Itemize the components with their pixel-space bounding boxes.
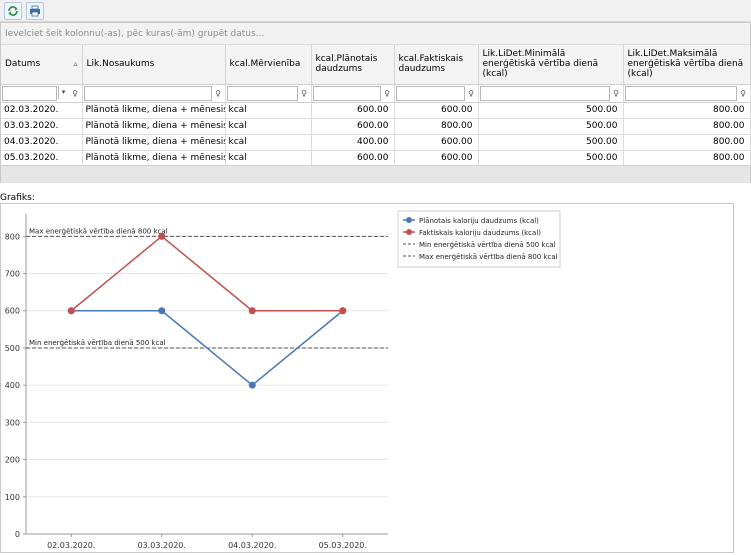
constant-line-label: Min enerģētiskā vērtība dienā 500 kcal xyxy=(29,339,166,347)
x-tick-label: 02.03.2020. xyxy=(47,541,95,550)
filter-icon[interactable]: ♀ xyxy=(301,88,307,98)
cell-minimala: 500.00 xyxy=(478,134,624,151)
filter-row: ▾ ♀ ♀ ♀ ♀ ♀ ♀ ♀ xyxy=(1,84,751,103)
cell-minimala: 500.00 xyxy=(478,150,624,167)
legend-label: Max enerģētiskā vērtība dienā 800 kcal xyxy=(419,253,558,261)
data-point xyxy=(248,307,256,315)
cell-faktiskais: 800.00 xyxy=(394,118,479,135)
y-tick-label: 300 xyxy=(5,418,20,427)
y-tick-label: 100 xyxy=(5,493,20,502)
constant-line-label: Max enerģētiskā vērtība dienā 800 kcal xyxy=(29,227,168,235)
cell-nosaukums: Plānotā likme, diena + mēnesis xyxy=(82,134,226,151)
legend-swatch-marker xyxy=(406,229,412,235)
x-tick-label: 04.03.2020. xyxy=(228,541,276,550)
cell-nosaukums: Plānotā likme, diena + mēnesis xyxy=(82,102,226,119)
cell-datums: 02.03.2020. xyxy=(1,102,83,119)
cell-minimala: 500.00 xyxy=(478,118,624,135)
y-tick-label: 500 xyxy=(5,344,20,353)
cell-faktiskais: 600.00 xyxy=(394,150,479,167)
filter-input[interactable] xyxy=(624,85,737,101)
cell-nosaukums: Plānotā likme, diena + mēnesis xyxy=(82,118,226,135)
cell-mervieniba: kcal xyxy=(225,150,312,167)
refresh-icon xyxy=(8,6,18,16)
data-point xyxy=(158,307,166,315)
y-tick-label: 600 xyxy=(5,307,20,316)
series-line xyxy=(71,309,344,387)
cell-datums: 03.03.2020. xyxy=(1,118,83,135)
chart-svg: 0 100 200 300 400 500 600 700 800 02.03.2020. 03.0… xyxy=(5,210,561,550)
filter-icon[interactable]: ♀ xyxy=(215,88,221,98)
line-chart: 0 100 200 300 400 500 600 700 800 02.03.2020. 03.0… xyxy=(0,203,734,553)
filter-icon[interactable]: ♀ xyxy=(740,88,746,98)
cell-maksimala: 800.00 xyxy=(623,134,751,151)
column-header-label: Datums xyxy=(5,59,41,70)
cell-mervieniba: kcal xyxy=(225,102,312,119)
filter-input[interactable] xyxy=(479,85,610,101)
column-header-minimala[interactable]: Lik.LiDet.Minimālā enerģētiskā vērtība d… xyxy=(478,45,624,85)
toolbar xyxy=(0,0,751,22)
print-icon xyxy=(30,5,40,17)
filter-input[interactable] xyxy=(83,85,212,101)
legend-swatch-marker xyxy=(406,217,412,223)
dropdown-arrow-icon[interactable]: ▾ xyxy=(57,85,69,99)
data-grid: Ievelciet šeit kolonnu(-as), pēc kuras(-… xyxy=(0,22,751,183)
group-by-panel[interactable]: Ievelciet šeit kolonnu(-as), pēc kuras(-… xyxy=(1,23,750,45)
filter-input[interactable] xyxy=(312,85,381,101)
chart-section-label: Grafiks: xyxy=(0,193,35,203)
series-line xyxy=(70,235,343,312)
sort-asc-icon: ▵ xyxy=(73,59,78,69)
data-point xyxy=(248,381,256,389)
y-tick-label: 0 xyxy=(15,530,20,539)
cell-datums: 05.03.2020. xyxy=(1,150,83,167)
filter-icon[interactable]: ♀ xyxy=(384,88,390,98)
x-tick-label: 03.03.2020. xyxy=(138,541,186,550)
filter-input[interactable] xyxy=(2,85,57,101)
y-tick-label: 200 xyxy=(5,456,20,465)
cell-planotais: 600.00 xyxy=(311,118,395,135)
y-tick-label: 400 xyxy=(5,381,20,390)
y-tick-label: 700 xyxy=(5,270,20,279)
legend-box xyxy=(397,210,561,268)
filter-input[interactable] xyxy=(395,85,465,101)
cell-datums: 04.03.2020. xyxy=(1,134,83,151)
cell-planotais: 600.00 xyxy=(311,102,395,119)
cell-nosaukums: Plānotā likme, diena + mēnesis xyxy=(82,150,226,167)
data-point xyxy=(339,307,347,315)
cell-faktiskais: 600.00 xyxy=(394,102,479,119)
column-header-nosaukums[interactable]: Lik.Nosaukums xyxy=(82,45,226,85)
table-row[interactable]: 02.03.2020. Plānotā likme, diena + mēnes… xyxy=(1,102,751,119)
filter-icon[interactable]: ♀ xyxy=(468,88,474,98)
y-tick-label: 800 xyxy=(5,232,20,241)
column-header-maksimala[interactable]: Lik.LiDet.Maksimālā enerģētiskā vērtība … xyxy=(623,45,751,85)
cell-minimala: 500.00 xyxy=(478,102,624,119)
column-header-mervieniba[interactable]: kcal.Mērvienība xyxy=(225,45,312,85)
cell-maksimala: 800.00 xyxy=(623,150,751,167)
cell-mervieniba: kcal xyxy=(225,118,312,135)
legend-label: Plānotais kaloriju daudzums (kcal) xyxy=(419,217,539,225)
x-tick-label: 05.03.2020. xyxy=(319,541,367,550)
data-point xyxy=(67,307,75,315)
filter-input[interactable] xyxy=(226,85,298,101)
legend-label: Faktiskais kaloriju daudzums (kcal) xyxy=(419,229,541,237)
filter-icon[interactable]: ♀ xyxy=(613,88,619,98)
cell-maksimala: 800.00 xyxy=(623,118,751,135)
cell-maksimala: 800.00 xyxy=(623,102,751,119)
print-button[interactable] xyxy=(26,2,44,20)
cell-planotais: 600.00 xyxy=(311,150,395,167)
column-header-datums[interactable]: ▵ Datums xyxy=(1,45,83,85)
cell-planotais: 400.00 xyxy=(311,134,395,151)
cell-faktiskais: 600.00 xyxy=(394,134,479,151)
filter-icon[interactable]: ♀ xyxy=(72,88,78,98)
column-header-planotais[interactable]: kcal.Plānotais daudzums xyxy=(311,45,395,85)
table-row[interactable]: 04.03.2020. Plānotā likme, diena + mēnes… xyxy=(1,134,751,151)
data-point xyxy=(158,232,166,240)
refresh-button[interactable] xyxy=(4,2,22,20)
column-header-faktiskais[interactable]: kcal.Faktiskais daudzums xyxy=(394,45,479,85)
table-row[interactable]: 05.03.2020. Plānotā likme, diena + mēnes… xyxy=(1,150,751,167)
data-table: ▵ Datums Lik.Nosaukums kcal.Mērvienība k… xyxy=(1,45,751,167)
table-row[interactable]: 03.03.2020. Plānotā likme, diena + mēnes… xyxy=(1,118,751,135)
legend-label: Min enerģētiskā vērtība dienā 500 kcal xyxy=(419,241,556,249)
cell-mervieniba: kcal xyxy=(225,134,312,151)
grid-footer xyxy=(1,165,750,183)
